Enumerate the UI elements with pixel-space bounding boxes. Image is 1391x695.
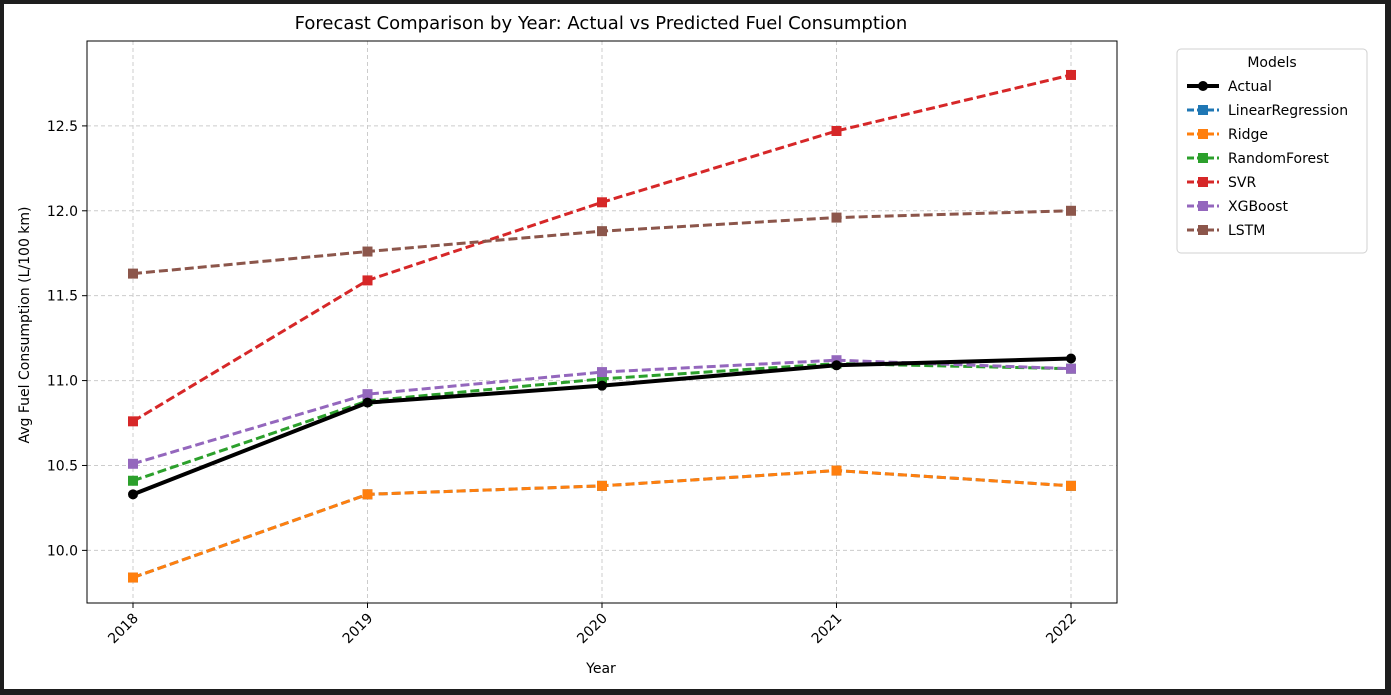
data-point <box>128 416 138 427</box>
data-point <box>1066 363 1076 374</box>
legend-marker <box>1198 153 1208 163</box>
data-point <box>1066 69 1076 80</box>
legend-label: RandomForest <box>1228 151 1329 167</box>
data-point <box>362 397 373 408</box>
data-point <box>362 275 373 286</box>
legend-title: Models <box>1247 55 1296 71</box>
data-point <box>128 572 138 583</box>
data-point <box>1066 205 1076 216</box>
data-point <box>831 465 842 476</box>
data-point <box>597 367 607 378</box>
chart-title: Forecast Comparison by Year: Actual vs P… <box>295 13 908 34</box>
y-tick-label: 12.5 <box>47 119 78 135</box>
data-point <box>831 360 842 371</box>
y-tick-label: 10.5 <box>47 458 78 474</box>
chart-figure: 2018 2019 2020 2021 2022 10.0 10.5 11.0 11.5 12.0… <box>4 4 1385 689</box>
legend-box <box>1176 48 1368 254</box>
legend-marker <box>1198 225 1208 235</box>
legend-item-lstm: LSTM <box>1187 223 1265 239</box>
x-tick-label: 2021 <box>809 611 846 648</box>
legend-item-svr: SVR <box>1187 175 1256 191</box>
x-axis-label: Year <box>585 661 616 677</box>
legend-item-xgboost: XGBoost <box>1187 199 1288 215</box>
data-point <box>831 125 842 136</box>
legend-item-ridge: Ridge <box>1187 127 1268 143</box>
legend: Models Actual LinearRegression Ridge RandomF… <box>1176 48 1368 254</box>
data-point <box>831 355 842 366</box>
y-tick-label: 11.5 <box>47 289 78 305</box>
data-point <box>362 389 373 400</box>
x-tick-label: 2020 <box>574 611 611 648</box>
data-point <box>597 480 607 491</box>
legend-label: LSTM <box>1228 223 1265 239</box>
data-point <box>1066 480 1076 491</box>
data-point <box>128 475 138 486</box>
x-tick-label: 2018 <box>105 611 142 648</box>
data-point <box>831 212 842 223</box>
legend-label: Actual <box>1228 79 1272 95</box>
data-point <box>597 380 607 391</box>
legend-label: LinearRegression <box>1228 103 1348 119</box>
grid <box>87 41 1117 603</box>
series-layer <box>128 69 1076 583</box>
legend-label: XGBoost <box>1228 199 1288 215</box>
data-point <box>597 373 607 384</box>
y-tick-label: 12.0 <box>47 204 78 220</box>
y-tick-label: 10.0 <box>47 543 78 559</box>
data-point <box>128 489 138 500</box>
data-point <box>128 268 138 279</box>
legend-label: SVR <box>1228 175 1256 191</box>
y-axis-label: Avg Fuel Consumption (L/100 km) <box>17 206 33 443</box>
y-tick-label: 11.0 <box>47 374 78 390</box>
line-chart: 2018 2019 2020 2021 2022 10.0 10.5 11.0 11.5 12.0… <box>17 13 1368 677</box>
x-tick-label: 2022 <box>1043 611 1080 648</box>
legend-label: Ridge <box>1228 127 1268 143</box>
data-point <box>1066 353 1076 364</box>
series-lstm <box>128 205 1076 279</box>
legend-item-linearregression: LinearRegression <box>1187 103 1348 119</box>
legend-marker <box>1198 201 1208 211</box>
series-ridge <box>128 465 1076 583</box>
series-svr <box>128 69 1076 427</box>
data-point <box>128 458 138 469</box>
legend-marker <box>1198 177 1208 187</box>
data-point <box>362 246 373 257</box>
series-xgboost <box>128 355 1076 469</box>
series-actual <box>128 353 1076 500</box>
legend-marker <box>1198 105 1208 115</box>
series-line-lstm <box>132 209 1072 276</box>
legend-item-randomforest: RandomForest <box>1187 151 1329 167</box>
data-point <box>597 226 607 237</box>
legend-marker <box>1198 81 1208 91</box>
data-point <box>362 489 373 500</box>
legend-marker <box>1198 129 1208 139</box>
x-tick-label: 2019 <box>340 611 377 648</box>
data-point <box>597 197 607 208</box>
legend-item-actual: Actual <box>1187 79 1272 95</box>
